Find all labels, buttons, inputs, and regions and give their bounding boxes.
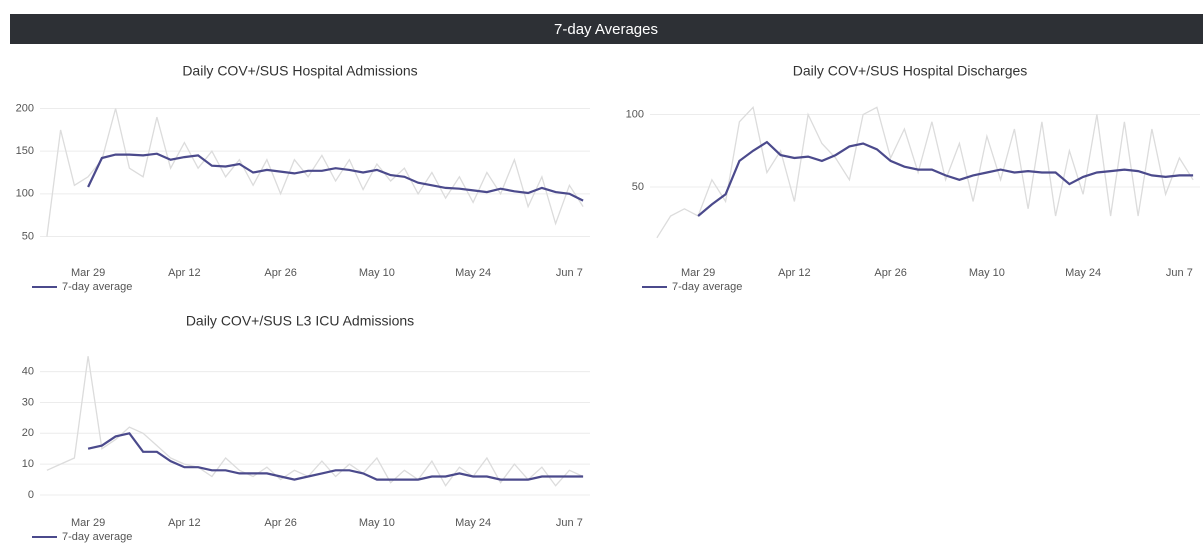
header-bar: [10, 14, 1203, 44]
x-tick-label: May 24: [1065, 267, 1101, 279]
y-tick-label: 20: [22, 427, 34, 439]
x-tick-label: May 24: [455, 517, 491, 529]
data-line: [87, 152, 584, 202]
legend-label: 7-day average: [672, 281, 742, 293]
y-tick-label: 100: [626, 108, 644, 120]
data-line: [46, 356, 584, 487]
x-tick-label: May 10: [359, 267, 395, 279]
y-tick-label: 50: [632, 181, 644, 193]
y-tick-label: 40: [22, 366, 34, 378]
chart-title: Daily COV+/SUS Hospital Admissions: [182, 63, 417, 79]
header-title: 7-day Averages: [554, 21, 658, 38]
y-tick-label: 150: [16, 145, 34, 157]
data-line: [87, 432, 584, 481]
x-tick-label: May 24: [455, 267, 491, 279]
chart-title: Daily COV+/SUS Hospital Discharges: [793, 63, 1028, 79]
x-tick-label: Jun 7: [1166, 267, 1193, 279]
x-tick-label: Apr 12: [168, 267, 200, 279]
data-line: [697, 140, 1194, 217]
x-tick-label: May 10: [359, 517, 395, 529]
x-tick-label: Apr 26: [264, 517, 296, 529]
x-tick-label: May 10: [969, 267, 1005, 279]
chart-title: Daily COV+/SUS L3 ICU Admissions: [186, 313, 414, 329]
data-line: [46, 108, 584, 237]
x-tick-label: Apr 12: [778, 267, 810, 279]
y-tick-label: 50: [22, 230, 34, 242]
x-tick-label: Mar 29: [681, 267, 715, 279]
y-tick-label: 10: [22, 458, 34, 470]
x-tick-label: Apr 26: [264, 267, 296, 279]
x-tick-label: Mar 29: [71, 267, 105, 279]
y-tick-label: 30: [22, 396, 34, 408]
legend-label: 7-day average: [62, 531, 132, 543]
y-tick-label: 200: [16, 102, 34, 114]
y-tick-label: 100: [16, 188, 34, 200]
legend-label: 7-day average: [62, 281, 132, 293]
x-tick-label: Apr 26: [874, 267, 906, 279]
x-tick-label: Jun 7: [556, 517, 583, 529]
x-tick-label: Jun 7: [556, 267, 583, 279]
data-line: [656, 105, 1194, 239]
y-tick-label: 0: [28, 489, 34, 501]
x-tick-label: Mar 29: [71, 517, 105, 529]
x-tick-label: Apr 12: [168, 517, 200, 529]
